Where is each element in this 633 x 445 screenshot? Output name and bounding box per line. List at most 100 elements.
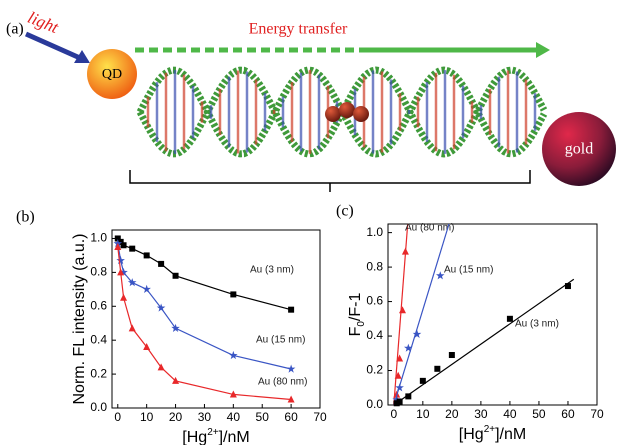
x-tick-label: 0 [390, 407, 397, 421]
y-tick-label: 0.0 [366, 397, 383, 411]
x-tick-label: 60 [561, 407, 575, 421]
x-axis-title: [Hg2+]/nM [182, 427, 249, 445]
marker [158, 260, 165, 267]
marker [143, 342, 151, 350]
x-tick-label: 40 [227, 410, 241, 424]
marker [128, 324, 136, 332]
bracket [129, 170, 531, 192]
marker [395, 383, 404, 392]
x-tick-label: 30 [198, 410, 212, 424]
y-tick-label: 0.6 [90, 298, 107, 312]
y-tick-label: 0.2 [90, 366, 107, 380]
marker [114, 235, 121, 242]
y-axis-title-part: /F-1 [347, 293, 364, 322]
gold-label: gold [565, 141, 593, 158]
series-line [117, 243, 292, 370]
fit-line [393, 278, 575, 406]
marker [114, 242, 122, 250]
light-label: light [25, 8, 62, 38]
y-tick-label: 0.2 [366, 363, 383, 377]
marker [564, 283, 571, 290]
marker [506, 315, 513, 322]
x-tick-label: 20 [445, 407, 459, 421]
y-tick-label: 0.4 [366, 328, 383, 342]
marker [396, 354, 404, 362]
y-tick-label: 0.0 [90, 400, 107, 414]
marker [230, 291, 237, 298]
series-label: Au (3 nm) [515, 319, 559, 330]
x-axis-title-part: 2+ [207, 427, 219, 438]
y-tick-label: 1.0 [366, 225, 383, 239]
light-arrow [24, 31, 82, 61]
y-tick-label: 0.8 [366, 259, 383, 273]
y-axis-title: Norm. FL intensity (a.u.) [71, 233, 88, 404]
marker [116, 256, 125, 265]
marker [396, 398, 403, 405]
marker [142, 284, 151, 293]
y-axis-title: F0/F-1 [347, 293, 366, 337]
dna [136, 66, 548, 158]
marker [448, 352, 455, 359]
x-axis-title-part: ]/nM [495, 426, 526, 443]
y-tick-label: 0.6 [366, 294, 383, 308]
x-axis-title-part: ]/nM [219, 429, 250, 445]
transfer-head [536, 42, 550, 58]
series-label: Au (3 nm) [250, 265, 294, 276]
panel-label: (a) [6, 21, 24, 38]
marker [171, 323, 180, 332]
x-axis-title-part: [Hg [182, 429, 207, 445]
plot-frame [387, 223, 598, 406]
marker [405, 393, 412, 400]
marker [127, 278, 137, 287]
series-label: Au (80 nm) [405, 223, 454, 234]
marker [394, 371, 402, 379]
dna-strand [136, 66, 548, 158]
x-tick-label: 50 [532, 407, 546, 421]
x-tick-label: 50 [256, 410, 270, 424]
hg-ion [339, 102, 355, 118]
marker [412, 329, 422, 338]
hg-ion [353, 106, 369, 122]
gold-particle [542, 112, 616, 186]
marker [229, 350, 238, 360]
y-tick-label: 1.0 [90, 231, 107, 245]
marker [120, 293, 128, 301]
series-label: Au (80 nm) [258, 377, 307, 388]
marker [156, 303, 166, 312]
marker [404, 343, 413, 352]
y-tick-label: 0.4 [90, 332, 107, 346]
marker [229, 390, 237, 398]
marker [401, 247, 409, 255]
panel-label: (b) [16, 209, 35, 226]
y-tick-label: 0.8 [90, 265, 107, 279]
x-tick-label: 60 [284, 410, 298, 424]
marker [119, 267, 128, 276]
marker [172, 272, 179, 279]
marker [436, 271, 445, 280]
marker [288, 306, 295, 313]
panel-label: (c) [336, 203, 354, 220]
light-arrow-head [74, 50, 90, 63]
x-axis-title-part: [Hg [459, 426, 484, 443]
series-label: Au (15 nm) [256, 335, 305, 346]
fit-line [393, 223, 450, 406]
quantum-dot [87, 49, 137, 99]
series-label: Au (15 nm) [444, 265, 493, 276]
y-axis-title-part: 0 [356, 321, 367, 327]
x-tick-label: 40 [503, 407, 517, 421]
x-tick-label: 70 [313, 410, 327, 424]
marker [117, 238, 124, 245]
plot-frame [111, 229, 321, 409]
x-tick-label: 0 [114, 410, 121, 424]
x-tick-label: 10 [416, 407, 430, 421]
marker [120, 242, 127, 249]
marker [287, 395, 295, 403]
marker [419, 377, 426, 384]
y-axis-title-part: F [347, 326, 364, 336]
marker [157, 363, 165, 371]
hg-ion [325, 106, 341, 122]
marker [117, 268, 125, 276]
x-tick-label: 70 [590, 407, 604, 421]
marker [399, 306, 407, 314]
